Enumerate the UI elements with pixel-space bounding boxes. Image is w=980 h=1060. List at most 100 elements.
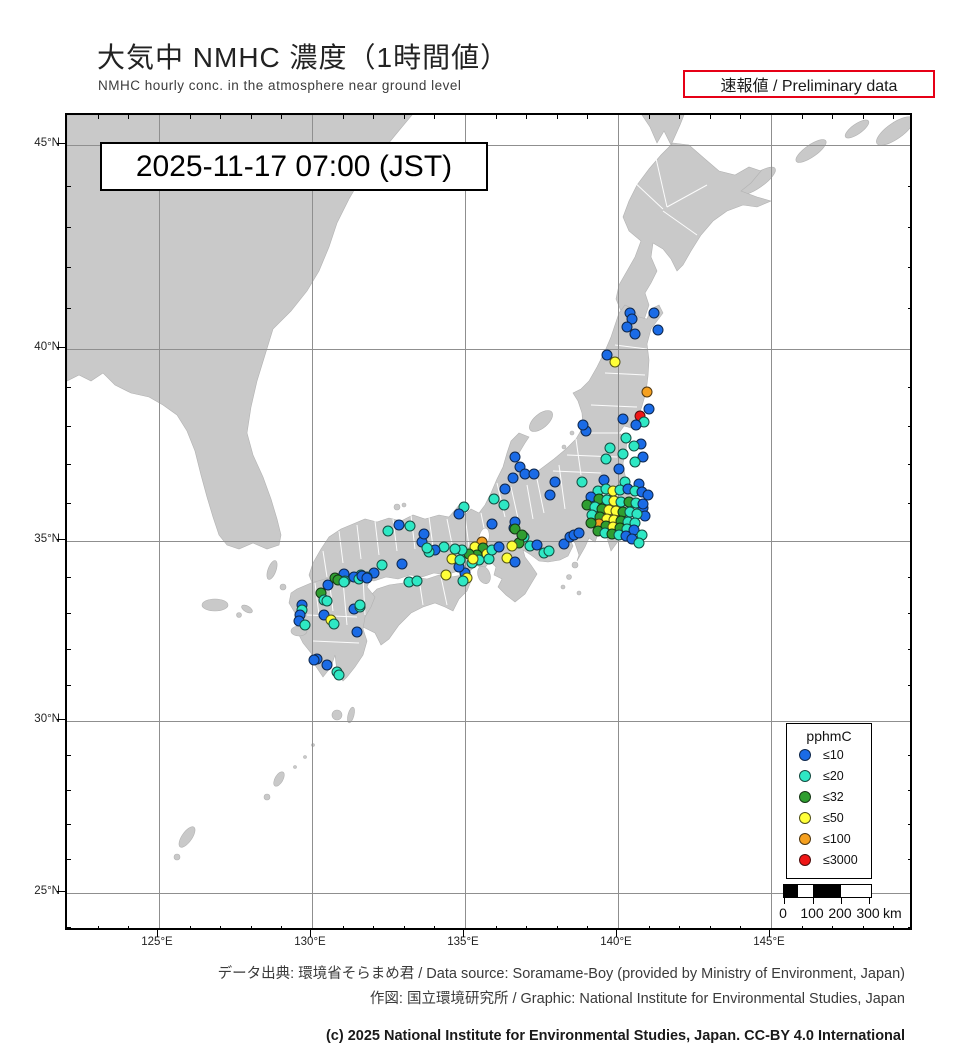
lat-minor-tick [67,649,71,650]
scale-bar-tick [869,897,870,904]
station-dot [376,559,388,571]
station-dot [321,659,333,671]
station-dot [621,321,633,333]
lat-gridline [67,893,910,894]
station-dot [544,489,556,501]
station-dot [613,463,625,475]
lat-gridline [67,349,910,350]
scale-bar: 0 100 200 300 km [779,884,910,921]
lon-minor-tick [434,115,436,119]
station-dot [453,508,465,520]
lat-minor-tick [67,267,71,269]
scale-bar-number: 0 [779,905,787,921]
scale-bar-segment [798,885,813,897]
legend-row: ≤20 [787,765,871,786]
lon-minor-tick [740,926,742,928]
station-dot [333,669,345,681]
station-dot [620,432,632,444]
station-dot [322,579,334,591]
scale-bar-number: 200 [828,905,852,921]
lon-gridline [312,115,313,928]
station-dot [628,440,640,452]
lon-tick-label: 135°E [447,936,479,948]
lon-minor-tick [250,926,252,928]
legend-swatch [799,769,811,782]
station-dot [609,356,621,368]
lon-minor-tick [709,926,711,928]
legend-entry-label: ≤3000 [823,852,858,867]
lat-minor-tick [908,649,910,650]
lat-minor-tick [67,613,71,614]
lat-major-tick [57,347,65,348]
lat-minor-tick [67,824,71,826]
lon-minor-tick [709,115,711,119]
station-dot [328,618,340,630]
lon-minor-tick [832,115,834,119]
legend-swatch [799,790,811,803]
station-dot [528,468,540,480]
lon-minor-tick [648,926,650,928]
legend-title: pphmC [806,728,852,744]
station-dot [418,528,430,540]
lat-minor-tick [908,577,910,578]
station-dot [486,518,498,530]
lat-major-tick [57,719,65,720]
lat-minor-tick [67,577,71,578]
station-dot [457,575,469,587]
station-dot [601,349,613,361]
legend-entry-label: ≤100 [823,831,851,846]
lon-minor-tick [679,926,681,928]
lat-tick-label: 35°N [34,533,60,545]
lon-tick-label: 145°E [753,936,785,948]
lat-gridline [67,145,910,146]
scale-bar-tick [841,897,842,904]
lat-tick-label: 25°N [34,885,60,897]
lon-minor-tick [893,926,895,928]
prefecture-borders [306,144,708,644]
lon-minor-tick [862,115,864,119]
lon-minor-tick [373,926,375,928]
lat-minor-tick [67,927,71,928]
scale-bar-labels: 0 100 200 300 km [779,905,910,921]
lat-minor-tick [908,185,910,187]
station-dot [488,493,500,505]
lat-minor-tick [67,685,71,686]
lat-gridline [67,721,910,722]
station-dot [351,626,363,638]
lon-minor-tick [740,115,742,119]
scale-bar-number: 100 [800,905,824,921]
station-dot [576,476,588,488]
lon-minor-tick [556,926,558,928]
legend-row: ≤3000 [787,849,871,870]
station-dot [629,456,641,468]
credit-data-source: データ出典: 環境省そらまめ君 / Data source: Soramame-… [217,966,905,982]
lon-minor-tick [862,926,864,928]
station-dot [506,540,518,552]
lat-minor-tick [67,308,71,310]
lon-minor-tick [679,115,681,119]
lat-minor-tick [908,789,910,791]
page-title: 大気中 NMHC 濃度（1時間値） [97,42,510,73]
lon-major-tick [769,930,770,937]
scale-bar-segments [783,884,872,904]
station-dot [393,519,405,531]
lon-gridline [771,115,772,928]
lon-minor-tick [648,115,650,119]
legend-row: ≤10 [787,744,871,765]
legend-entry-label: ≤32 [823,789,844,804]
station-dot [637,498,649,510]
lon-minor-tick [587,926,589,928]
station-dot [630,419,642,431]
lon-minor-tick [495,926,497,928]
preliminary-data-badge: 速報値 / Preliminary data [683,70,935,98]
lat-minor-tick [67,185,71,187]
station-dot [573,527,585,539]
station-dot [641,386,653,398]
station-dot [558,538,570,550]
station-dot [507,472,519,484]
lon-minor-tick [434,926,436,928]
continent-landmass [67,115,413,550]
lon-minor-tick [97,926,99,928]
lat-minor-tick [908,755,910,757]
station-dot [509,523,521,535]
